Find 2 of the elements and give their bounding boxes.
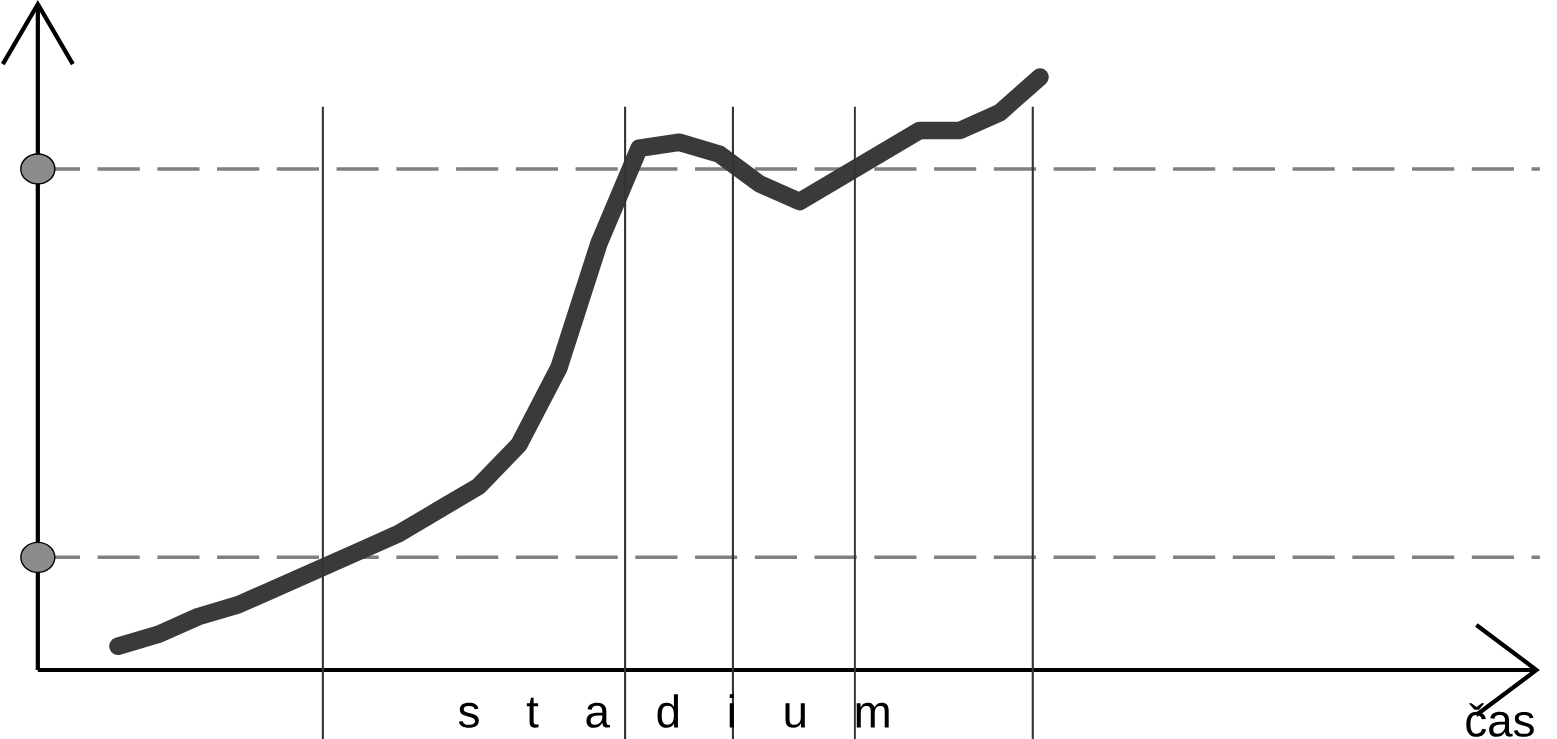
text: s t a d i u m	[458, 694, 889, 728]
text: čas	[1466, 703, 1534, 737]
